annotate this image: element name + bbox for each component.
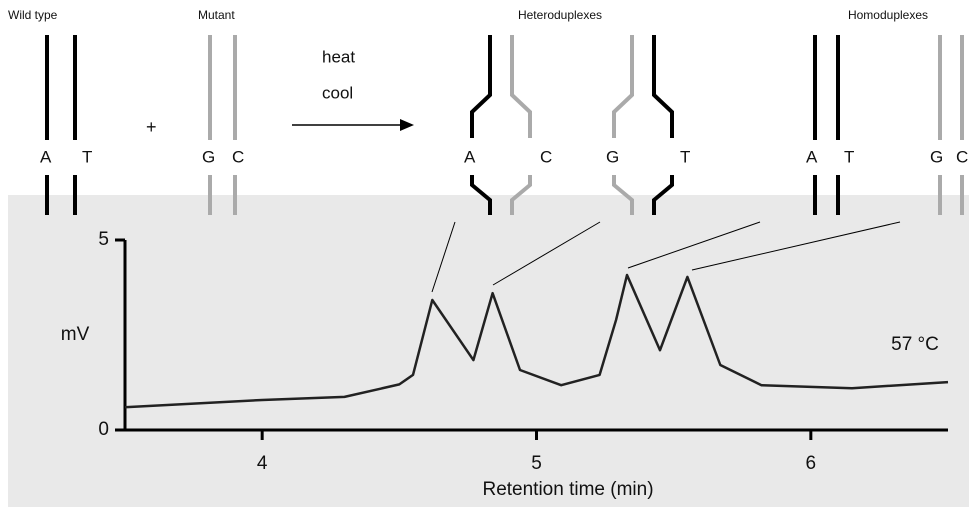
label: + bbox=[146, 117, 157, 137]
chart-background bbox=[8, 195, 969, 507]
label: cool bbox=[322, 83, 353, 102]
base: G bbox=[930, 147, 943, 166]
base: A bbox=[464, 147, 476, 166]
x-axis-label: Retention time (min) bbox=[482, 479, 653, 500]
strand bbox=[940, 35, 962, 215]
base: C bbox=[232, 147, 244, 166]
label: heat bbox=[322, 47, 355, 66]
x-tick-label: 4 bbox=[257, 453, 268, 474]
y-tick-label: 5 bbox=[98, 229, 109, 250]
base: T bbox=[844, 147, 854, 166]
base: A bbox=[806, 147, 818, 166]
base: T bbox=[82, 147, 92, 166]
base: T bbox=[680, 147, 690, 166]
arrow-head bbox=[400, 119, 414, 131]
annotation: 57 °C bbox=[891, 334, 939, 355]
base: C bbox=[540, 147, 552, 166]
strand bbox=[210, 35, 235, 215]
base: C bbox=[956, 147, 968, 166]
x-tick-label: 6 bbox=[806, 453, 817, 474]
strand bbox=[472, 35, 490, 215]
label: Mutant bbox=[198, 8, 235, 22]
label: Homoduplexes bbox=[848, 8, 928, 22]
diagram: Wild type Mutant Heteroduplexes Homodupl… bbox=[8, 8, 968, 215]
x-tick-label: 5 bbox=[531, 453, 542, 474]
label: Wild type bbox=[8, 8, 58, 22]
strand bbox=[512, 35, 530, 215]
strand bbox=[815, 35, 838, 215]
figure: Wild type Mutant Heteroduplexes Homodupl… bbox=[0, 0, 969, 507]
base: G bbox=[606, 147, 619, 166]
y-tick-label: 0 bbox=[98, 419, 109, 440]
base: A bbox=[40, 147, 52, 166]
strand bbox=[47, 35, 75, 215]
label: Heteroduplexes bbox=[518, 8, 602, 22]
strand bbox=[654, 35, 672, 215]
strand bbox=[614, 35, 632, 215]
y-axis-label: mV bbox=[61, 324, 90, 345]
base: G bbox=[202, 147, 215, 166]
